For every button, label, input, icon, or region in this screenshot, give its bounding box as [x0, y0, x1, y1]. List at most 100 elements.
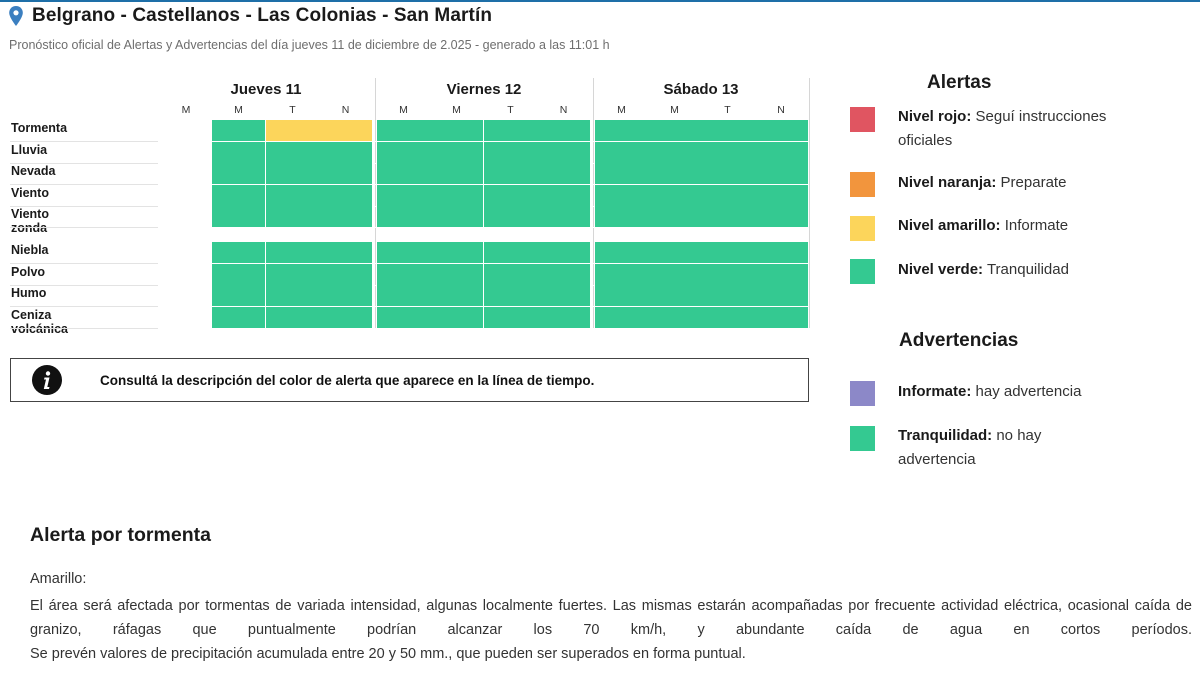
forecast-cell	[430, 242, 483, 263]
segment-label: M	[181, 104, 191, 116]
forecast-cell	[484, 142, 537, 163]
forecast-cell	[537, 285, 590, 306]
forecast-cell	[754, 242, 808, 263]
forecast-cell	[648, 185, 701, 206]
forecast-cell	[430, 185, 483, 206]
forecast-cell	[484, 285, 537, 306]
forecast-cell	[595, 242, 648, 263]
description-body: El área será afectada por tormentas de v…	[30, 594, 1192, 666]
forecast-cell	[648, 120, 701, 141]
forecast-cell	[701, 163, 754, 184]
description-level: Amarillo:	[30, 571, 87, 587]
info-text: Consultá la descripción del color de ale…	[100, 372, 595, 388]
segment-label: M	[234, 104, 243, 116]
forecast-cell	[319, 285, 372, 306]
forecast-cell	[701, 185, 754, 206]
forecast-cell	[537, 242, 590, 263]
forecast-cell	[537, 142, 590, 163]
forecast-cell	[319, 163, 372, 184]
forecast-cell	[484, 163, 537, 184]
forecast-cell	[430, 307, 483, 328]
forecast-cell	[266, 264, 319, 285]
forecast-cell	[430, 285, 483, 306]
forecast-cell	[754, 120, 808, 141]
forecast-cell	[648, 285, 701, 306]
segment-label: T	[507, 104, 514, 116]
map-pin-icon	[9, 6, 23, 26]
forecast-cell	[319, 142, 372, 163]
location-header: Belgrano - Castellanos - Las Colonias - …	[8, 4, 492, 28]
row-divider	[10, 163, 158, 164]
phenomenon-label: Lluvia	[11, 143, 48, 157]
forecast-cell	[484, 307, 537, 328]
row-divider	[10, 306, 158, 307]
forecast-cell	[648, 142, 701, 163]
forecast-cell	[319, 120, 372, 141]
forecast-cell	[212, 163, 265, 184]
alertas-title: Alertas	[927, 72, 992, 93]
forecast-cell	[430, 120, 483, 141]
legend-text: Nivel amarillo: Informate	[898, 217, 1069, 234]
forecast-cell	[484, 120, 537, 141]
description-paragraph: Se prevén valores de precipitación acumu…	[30, 646, 746, 662]
forecast-cell	[648, 264, 701, 285]
forecast-cell	[595, 264, 648, 285]
segment-label: T	[724, 104, 731, 116]
row-separator	[212, 306, 808, 307]
forecast-cell	[754, 185, 808, 206]
segment-label: N	[777, 104, 785, 116]
phenomenon-label: Humo	[11, 286, 47, 300]
row-separator	[212, 263, 808, 264]
forecast-cell	[595, 120, 648, 141]
day-divider	[593, 78, 594, 328]
row-divider	[10, 206, 158, 207]
row-separator	[212, 227, 808, 228]
forecast-cell	[212, 185, 265, 206]
forecast-cell	[595, 163, 648, 184]
legend-swatch	[850, 216, 875, 241]
forecast-cell	[266, 142, 319, 163]
top-border	[0, 0, 1200, 2]
phenomenon-label: Viento	[11, 186, 49, 200]
forecast-cell	[430, 264, 483, 285]
forecast-cell	[595, 285, 648, 306]
forecast-cell	[648, 242, 701, 263]
info-box: Consultá la descripción del color de ale…	[10, 358, 809, 402]
forecast-cell	[266, 120, 319, 141]
forecast-cell	[701, 142, 754, 163]
forecast-cell	[377, 242, 430, 263]
forecast-cell	[266, 242, 319, 263]
forecast-cell	[377, 264, 430, 285]
forecast-cell	[377, 120, 430, 141]
day-label: Jueves 11	[230, 81, 302, 98]
legend-text: Nivel rojo: Seguí instrucciones oficiale…	[898, 108, 1107, 149]
day-divider	[809, 78, 810, 328]
day-label: Sábado 13	[663, 81, 739, 98]
legend-text: Tranquilidad: no hay advertencia	[898, 427, 1042, 468]
forecast-cell	[701, 120, 754, 141]
description-title: Alerta por tormenta	[30, 524, 211, 546]
forecast-cell	[537, 120, 590, 141]
forecast-cell	[701, 206, 754, 227]
segment-label: M	[452, 104, 461, 116]
phenomenon-label: Ceniza volcánica	[11, 308, 68, 336]
forecast-cell	[484, 185, 537, 206]
description-paragraph: El área será afectada por tormentas de v…	[30, 598, 1192, 638]
forecast-cell	[266, 307, 319, 328]
forecast-cell	[319, 206, 372, 227]
forecast-cell	[648, 206, 701, 227]
row-separator	[212, 328, 808, 329]
legend-swatch	[850, 381, 875, 406]
forecast-cell	[377, 307, 430, 328]
forecast-cell	[701, 307, 754, 328]
forecast-cell	[595, 307, 648, 328]
row-separator	[212, 184, 808, 185]
forecast-cell	[701, 285, 754, 306]
phenomenon-label: Nevada	[11, 164, 56, 178]
forecast-cell	[266, 185, 319, 206]
legend-text: Nivel verde: Tranquilidad	[898, 261, 1069, 278]
forecast-cell	[484, 242, 537, 263]
legend-swatch	[850, 172, 875, 197]
forecast-cell	[754, 285, 808, 306]
forecast-cell	[430, 142, 483, 163]
